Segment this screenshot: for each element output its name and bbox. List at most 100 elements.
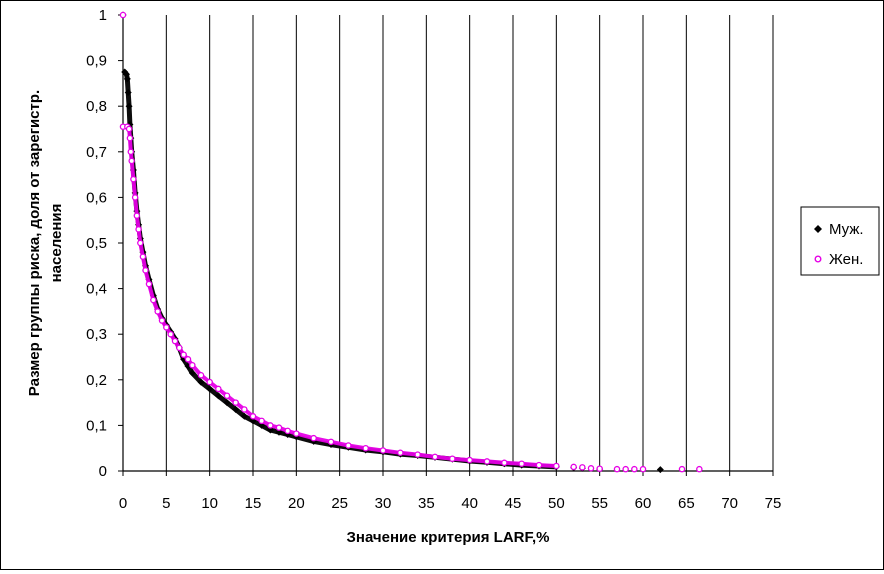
data-point [223,392,231,400]
legend-marker-muzh [814,225,822,233]
data-point [483,458,491,465]
x-tick-label: 0 [119,495,127,512]
data-point [124,89,132,97]
y-axis-title-line-1: Размер группы риска, доля от зарегистр. [26,90,43,396]
data-point [310,434,317,442]
data-point [570,463,577,471]
data-point [596,465,603,472]
data-point [518,460,525,467]
x-tick-label: 15 [245,495,262,512]
data-point [431,453,439,461]
x-tick-label: 10 [201,495,218,512]
data-point [266,426,274,434]
data-point [197,378,205,386]
data-point [223,399,231,407]
data-point [215,385,222,393]
y-tick-label: 0,5 [86,235,107,252]
legend-label-muzh: Муж. [829,221,864,238]
data-point [397,449,404,457]
data-point [176,344,183,352]
x-tick-label: 25 [331,495,348,512]
x-axis-title: Значение критерия LARF,% [347,529,550,546]
x-tick-label: 60 [635,495,652,512]
legend-marker-zhen [814,255,822,263]
data-point [184,356,192,363]
data-point [345,442,352,449]
x-tick-label: 55 [591,495,608,512]
data-point [275,428,283,436]
series-zhen [119,11,703,473]
x-tick-label: 5 [162,495,170,512]
data-point [119,11,127,19]
data-point [449,455,456,462]
data-point [206,378,213,386]
x-tick-label: 40 [461,495,478,512]
data-point [150,296,157,304]
y-tick-label: 0,2 [86,372,107,389]
data-point [613,465,621,473]
y-tick-label: 0,1 [86,417,107,434]
data-point [579,464,586,471]
x-tick-label: 75 [765,495,782,512]
data-point [639,465,647,473]
data-point [131,194,139,201]
data-point [188,369,196,377]
data-point [678,465,686,473]
data-point [137,239,144,247]
axis-layer [118,14,774,476]
data-point [258,417,265,425]
data-point [158,317,166,324]
x-tick-label: 45 [505,495,522,512]
y-tick-label: 0,3 [86,326,107,343]
data-point [535,461,543,469]
data-point [587,465,595,472]
y-tick-label: 0,7 [86,144,107,161]
y-tick-label: 0,9 [86,53,107,70]
data-point [163,324,170,331]
data-point [154,308,161,315]
x-tick-label: 30 [375,495,392,512]
y-tick-label: 0,4 [86,281,107,298]
series-trace [122,69,559,470]
data-point [327,438,335,446]
data-point [466,456,473,464]
data-point [379,447,387,454]
data-point [501,459,508,467]
y-axis-title: Размер группы риска, доля от зарегистр. … [26,90,65,396]
data-point [362,444,369,452]
y-tick-label: 1 [99,7,107,24]
data-point [142,267,149,274]
data-point [145,280,153,288]
data-point [240,412,248,420]
data-point [167,330,174,338]
data-point [214,392,222,400]
y-tick-label: 0,6 [86,189,107,206]
x-tick-label: 20 [288,495,305,512]
data-point [232,399,239,406]
data-point [133,212,141,219]
data-point [122,70,130,78]
data-point [130,175,137,183]
data-point [267,422,274,429]
legend-box [800,206,880,276]
data-point [232,405,240,413]
y-tick-label: 0 [99,463,107,480]
data-point [128,157,135,165]
legend: Муж. Жен. [800,206,880,276]
data-point [656,466,664,474]
grid-layer [165,15,774,471]
data-point [249,413,257,420]
data-point [696,465,703,473]
data-point [139,253,147,260]
legend-label-zhen: Жен. [829,251,863,268]
data-point [284,427,291,435]
data-point [125,125,133,133]
tick-label-layer: 0 5 10 15 20 25 30 35 40 45 50 55 60 65 70 75 0 0,1 0,2 0,3… [86,7,781,512]
x-tick-label: 70 [721,495,738,512]
data-point [123,75,131,83]
x-tick-label: 65 [678,495,695,512]
x-tick-label: 50 [548,495,565,512]
data-point [180,351,187,358]
